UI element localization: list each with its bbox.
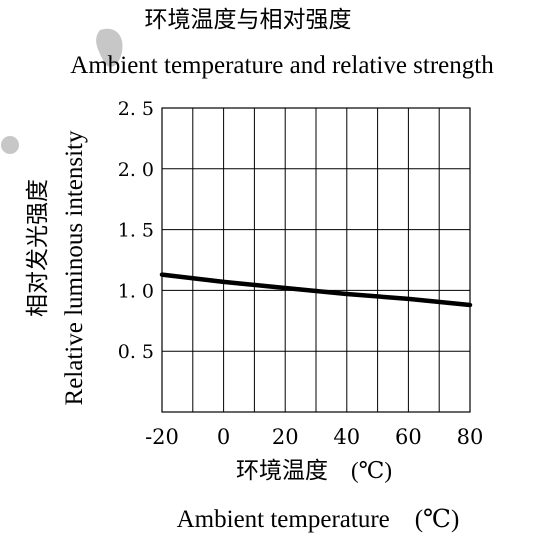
chart-title-cn: 环境温度与相对强度 <box>145 7 352 32</box>
x-tick-label: 20 <box>272 425 299 449</box>
x-axis-label: Ambient temperature (℃) <box>177 506 460 533</box>
series <box>159 272 473 308</box>
x-tick-label: 80 <box>457 425 484 449</box>
y-axis-label: Relative luminous intensity <box>61 130 88 405</box>
y-axis-label-cn: 相对发光强度 <box>25 179 50 317</box>
x-axis-label-cn: 环境温度 (℃) <box>236 458 392 483</box>
chart-title: Ambient temperature and relative strengt… <box>70 52 494 79</box>
watermark-dot <box>1 136 19 154</box>
y-tick-label: 2. 5 <box>118 98 154 120</box>
x-tick-label: 40 <box>333 425 360 449</box>
x-tick-labels: -20 0 20 40 60 80 <box>145 425 483 449</box>
y-tick-labels: 0. 5 1. 0 1. 5 2. 0 2. 5 <box>118 98 154 363</box>
y-tick-label: 1. 0 <box>118 280 154 302</box>
x-tick-label: 0 <box>217 425 230 449</box>
y-tick-label: 0. 5 <box>118 341 154 363</box>
plot-border <box>161 107 471 413</box>
x-tick-label: 60 <box>395 425 422 449</box>
series-line-1 <box>159 272 473 308</box>
x-tick-label: -20 <box>145 425 179 449</box>
y-tick-label: 1. 5 <box>118 220 154 242</box>
y-tick-label: 2. 0 <box>118 159 154 181</box>
plot-frame <box>161 107 471 413</box>
grid <box>162 108 470 412</box>
watermark-stroke <box>96 28 123 67</box>
